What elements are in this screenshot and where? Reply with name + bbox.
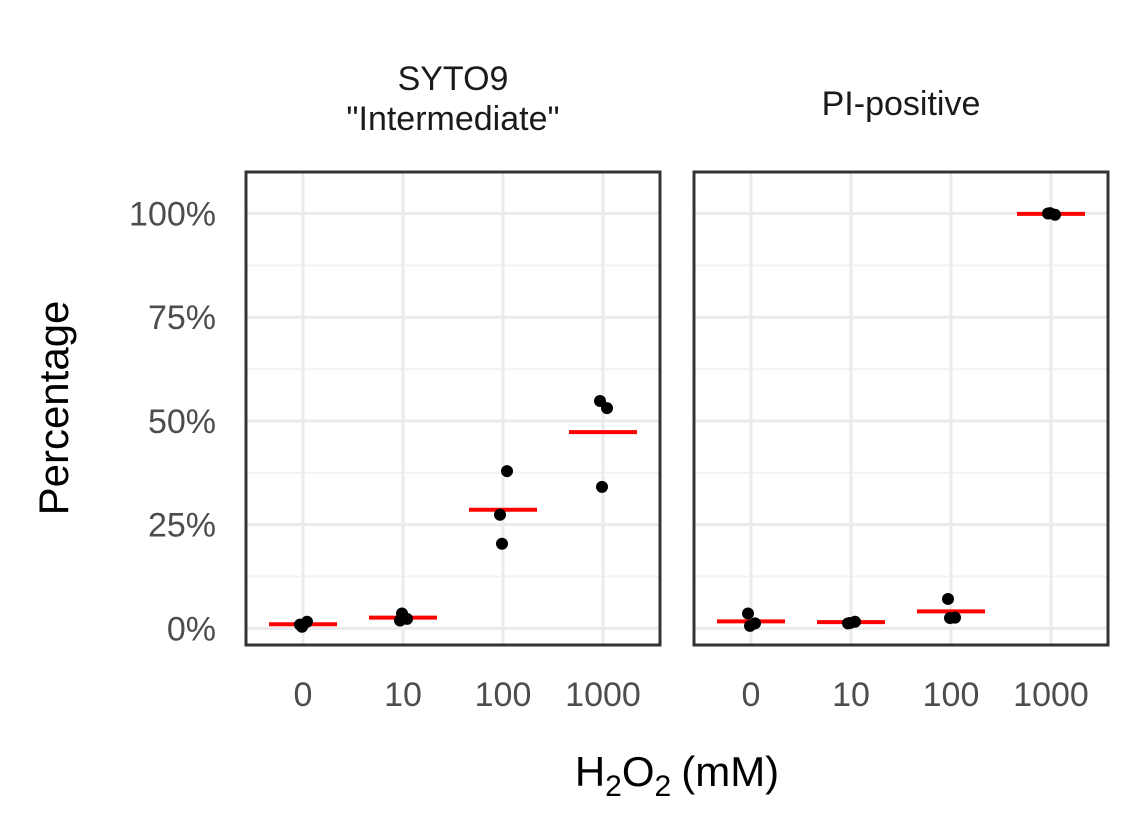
- x-tick-label: 1000: [1013, 676, 1089, 714]
- data-point: [494, 508, 506, 521]
- x-axis-title-sub2: 2: [655, 770, 672, 803]
- x-tick-label: 100: [923, 676, 980, 714]
- panel-2: PI-positive 0 10 100 1000: [692, 85, 1110, 714]
- x-axis-title-sub1: 2: [605, 770, 622, 803]
- data-point: [742, 607, 754, 620]
- y-tick-label: 25%: [148, 507, 216, 545]
- x-axis-title-mid: O: [622, 748, 655, 795]
- x-tick-label: 10: [384, 676, 422, 714]
- data-point: [844, 617, 856, 630]
- data-point: [744, 619, 756, 632]
- y-tick-label: 100%: [129, 195, 216, 233]
- x-tick-label: 100: [475, 676, 532, 714]
- x-axis-title: H2O2 (mM): [575, 748, 779, 803]
- data-point: [596, 480, 608, 493]
- data-point: [396, 607, 408, 620]
- data-point: [296, 620, 308, 633]
- data-point: [1044, 207, 1056, 220]
- data-point: [501, 465, 513, 478]
- panel-title: "Intermediate": [346, 100, 559, 138]
- panel-border: [244, 170, 662, 647]
- panel-title: SYTO9: [398, 60, 509, 98]
- data-point: [496, 537, 508, 550]
- x-tick-label: 0: [742, 676, 761, 714]
- panels: SYTO9"Intermediate"0 10 100 1000PI-positive…: [244, 60, 1110, 714]
- y-axis-title: Percentage: [30, 301, 77, 516]
- x-tick-label: 1000: [565, 676, 641, 714]
- x-tick-label: 10: [832, 676, 870, 714]
- y-tick-label: 50%: [148, 403, 216, 441]
- data-point: [601, 402, 613, 415]
- data-point: [944, 612, 956, 625]
- panel-title: PI-positive: [822, 85, 981, 123]
- panel-border: [692, 170, 1110, 647]
- y-tick-label: 75%: [148, 299, 216, 337]
- y-axis: 0% 25% 50% 75% 100%: [129, 195, 216, 648]
- y-tick-label: 0%: [167, 610, 216, 648]
- data-point: [942, 592, 954, 605]
- x-axis-title-base: H: [575, 748, 605, 795]
- panel-1: SYTO9"Intermediate" 0 10 100 1000: [244, 60, 662, 714]
- x-tick-label: 0: [294, 676, 313, 714]
- x-axis-title-unit: (mM): [681, 748, 779, 795]
